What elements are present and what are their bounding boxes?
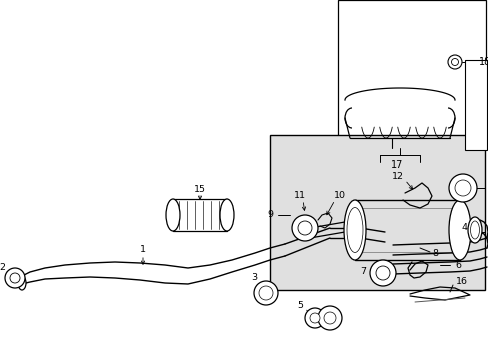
Text: 15: 15: [194, 185, 205, 194]
Text: 18: 18: [478, 57, 488, 67]
Circle shape: [291, 215, 317, 241]
Text: 10: 10: [333, 192, 346, 201]
Ellipse shape: [467, 217, 481, 243]
Circle shape: [259, 286, 272, 300]
Circle shape: [447, 55, 461, 69]
Bar: [464, 60, 486, 150]
Circle shape: [324, 312, 335, 324]
Text: 12: 12: [391, 172, 403, 181]
Text: 11: 11: [293, 192, 305, 201]
Ellipse shape: [346, 207, 362, 252]
Text: 7: 7: [359, 267, 365, 276]
Text: 6: 6: [454, 261, 460, 270]
Text: 14: 14: [486, 228, 488, 237]
Text: 17: 17: [390, 160, 403, 170]
Ellipse shape: [18, 276, 26, 290]
Ellipse shape: [469, 221, 479, 239]
Text: 3: 3: [250, 274, 257, 283]
Bar: [337, 0, 485, 148]
Text: 2: 2: [0, 264, 5, 273]
Circle shape: [450, 58, 458, 66]
Circle shape: [375, 266, 389, 280]
Text: 9: 9: [266, 211, 272, 220]
Ellipse shape: [220, 199, 234, 231]
Text: 8: 8: [431, 249, 437, 258]
Circle shape: [448, 174, 476, 202]
Text: 13: 13: [486, 184, 488, 193]
Text: 1: 1: [140, 246, 146, 255]
Bar: [269, 135, 484, 290]
Ellipse shape: [448, 200, 470, 260]
Circle shape: [10, 273, 20, 283]
Circle shape: [253, 281, 278, 305]
Circle shape: [309, 313, 319, 323]
Ellipse shape: [165, 199, 180, 231]
Circle shape: [369, 260, 395, 286]
Text: 5: 5: [296, 301, 303, 310]
Text: 4: 4: [461, 224, 467, 233]
Circle shape: [5, 268, 25, 288]
Text: 16: 16: [455, 278, 467, 287]
Circle shape: [317, 306, 341, 330]
Circle shape: [454, 180, 470, 196]
Circle shape: [305, 308, 325, 328]
Circle shape: [297, 221, 311, 235]
Ellipse shape: [343, 200, 365, 260]
